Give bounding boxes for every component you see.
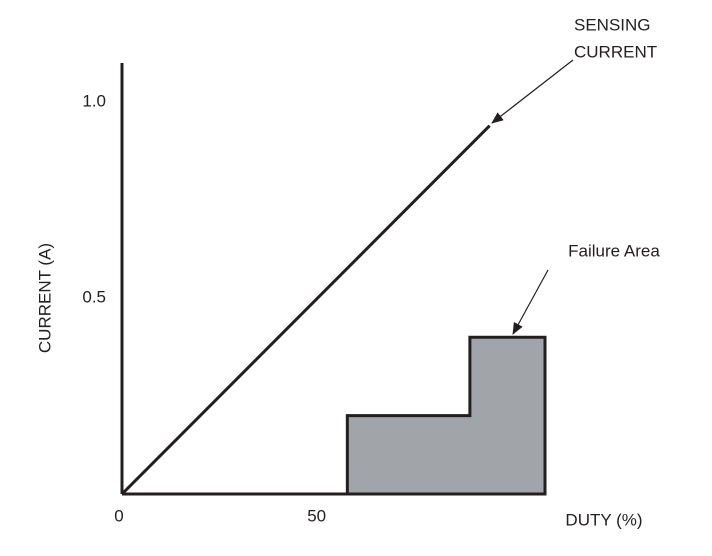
area-label: Failure Area <box>568 241 660 260</box>
sensing-current-line <box>120 124 491 496</box>
annotation-label: CURRENT <box>574 42 657 61</box>
annotation-label: SENSING <box>574 15 651 34</box>
x-axis-label: DUTY (%) <box>565 510 642 529</box>
y-tick-label: 0.5 <box>82 288 106 307</box>
failure-area <box>345 335 547 496</box>
y-tick-label: 1.0 <box>82 92 106 111</box>
annotation-arrow <box>512 269 549 335</box>
x-tick-label: 0 <box>114 506 123 525</box>
y-axis-label: CURRENT (A) <box>35 243 54 353</box>
annotation-arrow <box>491 59 574 124</box>
x-tick-label: 50 <box>307 506 326 525</box>
